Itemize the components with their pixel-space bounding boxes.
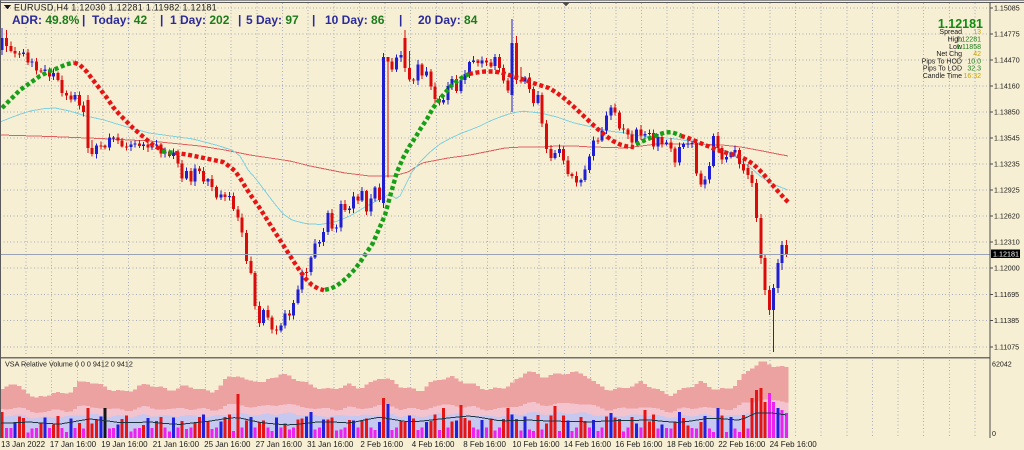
svg-text:Candle Time: Candle Time [923, 73, 962, 80]
svg-text:Today: 42: Today: 42 [92, 13, 147, 27]
svg-text:32.3: 32.3 [967, 66, 981, 73]
svg-text:10 Day: 86: 10 Day: 86 [325, 13, 385, 27]
svg-text:1.13545: 1.13545 [994, 135, 1020, 143]
svg-text:13: 13 [973, 29, 981, 36]
svg-text:1.13850: 1.13850 [994, 109, 1020, 117]
svg-text:EURUSD,H4 1.12030 1.12281 1.1: EURUSD,H4 1.12030 1.12281 1.11982 1.1218… [14, 3, 217, 13]
svg-text:|: | [82, 13, 85, 27]
svg-text:21 Jan 16:00: 21 Jan 16:00 [153, 440, 200, 449]
svg-text:0: 0 [992, 430, 996, 438]
svg-text:1.12620: 1.12620 [994, 213, 1020, 221]
svg-text:1.15085: 1.15085 [994, 5, 1020, 13]
svg-text:10 Feb 16:00: 10 Feb 16:00 [512, 440, 560, 449]
svg-text:25 Jan 16:00: 25 Jan 16:00 [204, 440, 251, 449]
svg-text:10.0: 10.0 [967, 58, 981, 65]
svg-text:5 Day: 97: 5 Day: 97 [246, 13, 299, 27]
svg-text:1.12181: 1.12181 [993, 250, 1019, 259]
svg-text:8 Feb 16:00: 8 Feb 16:00 [463, 440, 506, 449]
svg-text:1.12000: 1.12000 [994, 265, 1020, 273]
svg-text:|: | [312, 13, 315, 27]
svg-text:14 Feb 16:00: 14 Feb 16:00 [564, 440, 612, 449]
svg-text:Pips To LOD: Pips To LOD [923, 66, 962, 73]
svg-text:62042: 62042 [992, 361, 1012, 369]
svg-text:|: | [160, 13, 163, 27]
svg-text:|: | [399, 13, 402, 27]
svg-text:1.12310: 1.12310 [994, 239, 1020, 247]
svg-text:VSA Relative Volume 0 0 0 9412: VSA Relative Volume 0 0 0 9412 0 9412 [5, 360, 133, 369]
svg-text:16:32: 16:32 [963, 73, 981, 80]
svg-text:1.11385: 1.11385 [994, 317, 1019, 325]
svg-text:1.11695: 1.11695 [994, 291, 1019, 299]
svg-text:17 Jan 16:00: 17 Jan 16:00 [50, 440, 97, 449]
svg-text:1.13235: 1.13235 [994, 161, 1020, 169]
svg-text:1.11858: 1.11858 [956, 44, 981, 51]
svg-text:1.11075: 1.11075 [994, 344, 1019, 352]
svg-text:27 Jan 16:00: 27 Jan 16:00 [256, 440, 303, 449]
svg-text:High: High [948, 37, 963, 44]
svg-text:1.12925: 1.12925 [994, 187, 1020, 195]
svg-text:1.14160: 1.14160 [994, 83, 1020, 91]
svg-text:1.12281: 1.12281 [956, 37, 981, 44]
svg-text:24 Feb 16:00: 24 Feb 16:00 [770, 440, 818, 449]
svg-text:42: 42 [973, 51, 981, 58]
svg-text:22 Feb 16:00: 22 Feb 16:00 [718, 440, 766, 449]
svg-text:31 Jan 16:00: 31 Jan 16:00 [307, 440, 354, 449]
svg-text:Net Chg: Net Chg [936, 51, 962, 58]
svg-text:Low: Low [949, 44, 963, 51]
svg-text:|: | [238, 13, 241, 27]
svg-text:2 Feb 16:00: 2 Feb 16:00 [360, 440, 403, 449]
svg-text:1.14470: 1.14470 [994, 57, 1020, 65]
svg-text:1.12181: 1.12181 [938, 17, 983, 31]
svg-text:18 Feb 16:00: 18 Feb 16:00 [667, 440, 715, 449]
svg-text:1.14775: 1.14775 [994, 31, 1020, 39]
svg-text:4 Feb 16:00: 4 Feb 16:00 [412, 440, 455, 449]
svg-text:1 Day: 202: 1 Day: 202 [170, 13, 230, 27]
svg-text:Spread: Spread [939, 29, 962, 36]
svg-text:19 Jan 16:00: 19 Jan 16:00 [101, 440, 148, 449]
svg-text:Pips To HOD: Pips To HOD [922, 58, 962, 65]
svg-text:13 Jan 2022: 13 Jan 2022 [1, 440, 46, 449]
svg-text:16 Feb 16:00: 16 Feb 16:00 [615, 440, 663, 449]
svg-text:ADR: 49.8%: ADR: 49.8% [12, 13, 80, 27]
svg-text:20 Day: 84: 20 Day: 84 [418, 13, 478, 27]
